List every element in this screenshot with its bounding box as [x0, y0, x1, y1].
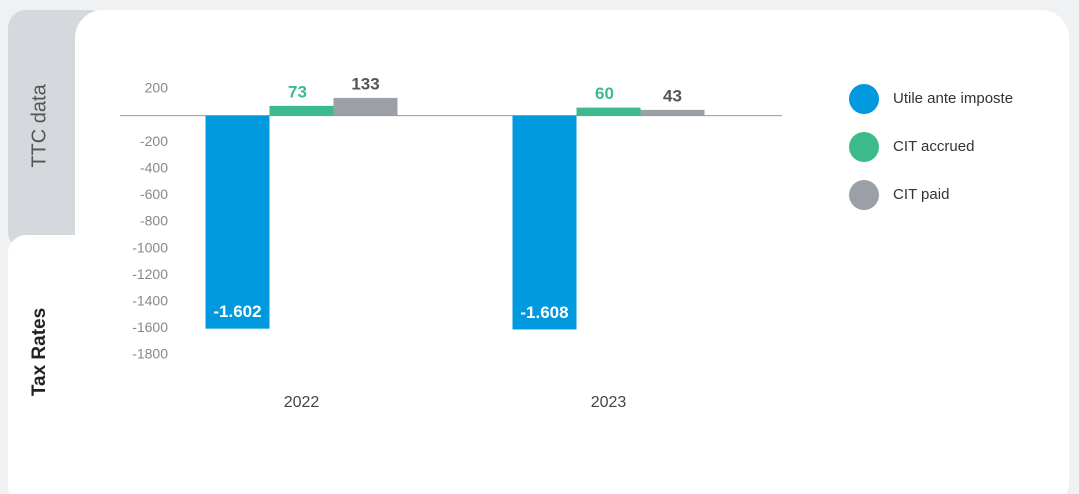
y-tick-label: -1000: [132, 239, 168, 255]
bar: [269, 105, 334, 116]
legend-label: CIT accrued: [893, 138, 974, 155]
x-tick-label: 2022: [284, 394, 320, 411]
tab-label[interactable]: TTC data: [28, 83, 50, 167]
tab-label[interactable]: Tax Rates: [29, 308, 50, 396]
y-tick-label: -1600: [132, 319, 168, 335]
data-label: 43: [663, 86, 682, 105]
y-tick-label: -1200: [132, 266, 168, 282]
y-tick-label: -200: [140, 133, 168, 149]
data-label: -1.602: [213, 302, 261, 321]
y-tick-label: -1800: [132, 346, 168, 362]
legend-label: CIT paid: [893, 186, 949, 203]
bar: [640, 109, 705, 116]
y-tick-label: -800: [140, 213, 168, 229]
legend-swatch: [849, 84, 879, 114]
bar: [576, 107, 641, 116]
legend-label: Utile ante imposte: [893, 90, 1013, 107]
bar: [333, 97, 398, 116]
legend-swatch: [849, 180, 879, 210]
y-tick-label: -1400: [132, 293, 168, 309]
bar: [205, 115, 270, 329]
bar: [512, 115, 577, 330]
x-tick-label: 2023: [591, 394, 627, 411]
data-label: -1.608: [520, 303, 568, 322]
y-tick-label: -400: [140, 160, 168, 176]
data-label: 73: [288, 82, 307, 101]
tab-active-join: [60, 235, 100, 494]
y-tick-label: -600: [140, 186, 168, 202]
data-label: 60: [595, 84, 614, 103]
data-label: 133: [351, 74, 379, 93]
legend-swatch: [849, 132, 879, 162]
y-tick-label: 200: [145, 80, 169, 96]
